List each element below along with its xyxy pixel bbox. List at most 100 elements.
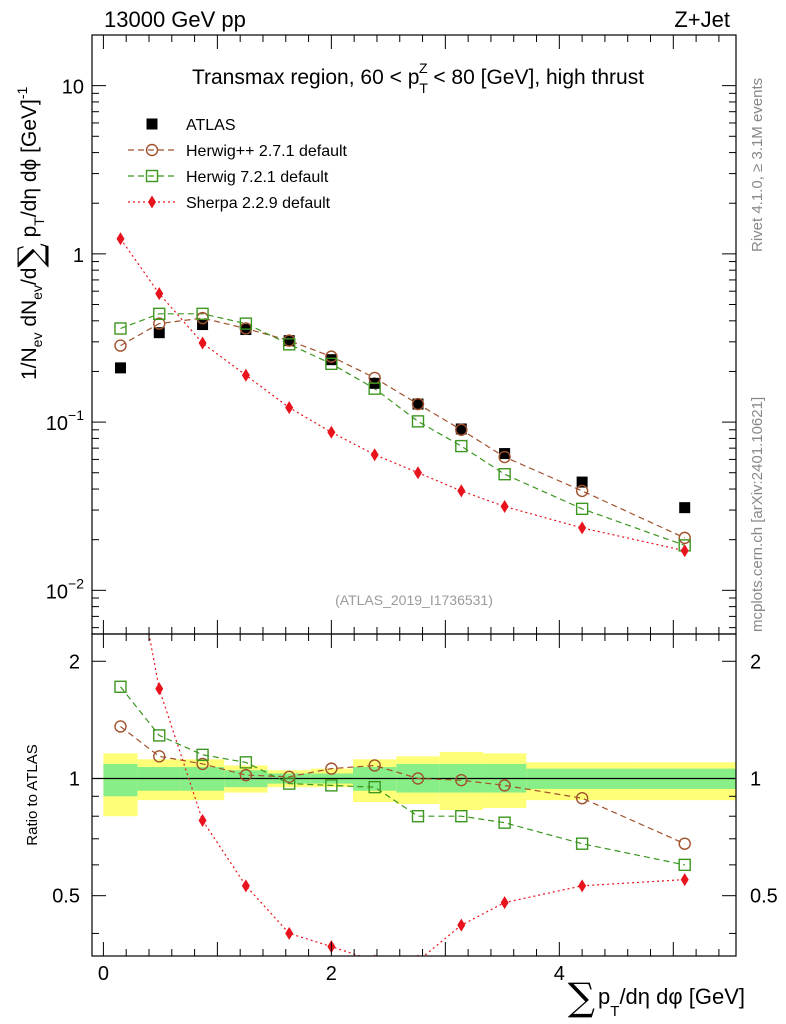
ratio-y-axis-title: Ratio to ATLAS	[24, 744, 41, 845]
ratio-point-sherpa	[680, 873, 689, 887]
main-point-herwigpp	[325, 350, 338, 363]
ratio-point-herwigpp	[114, 720, 127, 733]
main-point-herwig7	[325, 357, 338, 371]
ratio-point-herwigpp	[325, 762, 338, 775]
ratio-point-herwigpp	[575, 791, 589, 805]
ratio-point-sherpa	[116, 475, 124, 488]
ratio-y-tick-label-right: 2	[750, 651, 761, 673]
main-point-atlas	[153, 327, 165, 339]
ratio-point-herwig7	[196, 748, 209, 762]
main-point-atlas	[455, 423, 467, 435]
main-y-tick-label: 10−2	[46, 575, 84, 603]
main-point-herwigpp	[678, 531, 691, 545]
svg-text:1/Nev dNev/d∑ pT/dη dϕ [GeV]-: 1/Nev dNev/d∑ pT/dη dϕ [GeV]-1	[11, 86, 51, 380]
legend-label-atlas: ATLAS	[186, 117, 236, 134]
ratio-point-herwigpp	[368, 759, 381, 772]
ratio-point-herwig7	[114, 680, 127, 693]
main-point-sherpa	[370, 448, 379, 462]
main-point-atlas	[114, 362, 126, 374]
main-series-markers	[114, 232, 691, 558]
main-point-sherpa	[241, 368, 250, 382]
main-point-herwig7	[575, 502, 589, 516]
main-point-atlas	[679, 502, 691, 514]
analysis-watermark: (ATLAS_2019_I1736531)	[335, 592, 493, 608]
main-y-tick-label: 10−1	[46, 407, 84, 435]
legend-marker-sherpa	[148, 195, 156, 209]
main-point-herwig7	[282, 338, 296, 351]
main-point-sherpa	[327, 425, 336, 439]
ratio-y-tick-label-left: 2	[69, 651, 80, 673]
main-point-herwigpp	[153, 317, 166, 330]
x-axis-title: ∑ pT/dη dφ [GeV]	[568, 975, 745, 1020]
ratio-point-herwigpp	[153, 750, 166, 763]
main-line-sherpa	[120, 238, 685, 552]
plot-title: Transmax region, 60 < pTZ < 80 [GeV], hi…	[192, 60, 644, 96]
main-point-herwigpp	[498, 450, 511, 464]
main-series-lines	[120, 238, 685, 552]
ratio-point-herwig7	[455, 810, 468, 823]
main-y-axis-title: 1/Nev dNev/d∑ pT/dη dϕ [GeV]-1	[11, 86, 51, 380]
ratio-point-herwigpp	[282, 770, 296, 783]
ratio-y-tick-label-left: 0.5	[52, 886, 80, 908]
main-point-atlas	[325, 354, 337, 366]
rivet-version-label: Rivet 4.1.0, ≥ 3.1M events	[749, 78, 766, 252]
ratio-point-herwig7	[575, 837, 589, 850]
main-point-herwigpp	[575, 484, 589, 498]
main-point-herwig7	[368, 382, 381, 395]
main-point-sherpa	[116, 232, 125, 246]
ratio-point-herwig7	[282, 777, 296, 790]
ratio-point-herwig7	[325, 779, 338, 792]
ratio-point-herwigpp	[239, 768, 253, 782]
main-y-tick-label: 10	[62, 77, 84, 99]
axis-tick-labels: 10−2 10−1 1 10 0 2 4 0.5 0.5 1 1 2 2	[46, 77, 778, 985]
main-line-herwigpp	[120, 317, 685, 539]
main-point-herwigpp	[114, 339, 127, 352]
main-point-sherpa	[198, 336, 207, 350]
ratio-point-sherpa	[457, 918, 466, 932]
main-y-tick-label: 1	[73, 245, 84, 267]
main-line-herwig7	[120, 313, 685, 546]
ratio-point-herwig7	[368, 780, 381, 794]
ratio-point-sherpa	[241, 879, 250, 893]
ratio-y-tick-label-left: 1	[69, 768, 80, 790]
legend: ATLAS Herwig++ 2.7.1 default Herwig 7.2.…	[128, 117, 348, 212]
legend-label-sherpa: Sherpa 2.2.9 default	[186, 195, 331, 212]
ratio-point-herwigpp	[411, 772, 425, 785]
ratio-point-herwigpp	[498, 779, 511, 792]
ratio-series-markers	[114, 475, 691, 956]
main-point-herwigpp	[411, 397, 425, 411]
main-point-atlas	[499, 448, 511, 460]
ratio-line-herwigpp	[120, 726, 685, 845]
main-point-sherpa	[578, 521, 587, 535]
main-point-sherpa	[680, 544, 689, 558]
ratio-plot-frame	[91, 633, 737, 957]
ratio-band-stat	[103, 763, 138, 797]
ratio-point-sherpa	[155, 682, 164, 696]
legend-label-herwig7: Herwig 7.2.1 default	[186, 169, 329, 186]
ratio-y-tick-label-right: 0.5	[750, 886, 778, 908]
mcplots-label: mcplots.cern.ch [arXiv:2401.10621]	[749, 397, 766, 632]
ratio-series-lines	[120, 634, 685, 956]
main-point-sherpa	[457, 484, 466, 498]
main-point-herwig7	[239, 317, 253, 330]
x-tick-label: 0	[98, 963, 109, 985]
ratio-point-herwig7	[498, 816, 511, 829]
main-point-herwig7	[498, 468, 511, 481]
ratio-point-herwigpp	[678, 837, 691, 850]
main-point-herwig7	[153, 307, 166, 321]
main-point-sherpa	[285, 401, 294, 415]
main-point-atlas	[283, 335, 295, 347]
ratio-point-sherpa	[500, 896, 509, 910]
collision-label: 13000 GeV pp	[104, 7, 246, 32]
main-point-atlas	[412, 398, 424, 410]
legend-marker-herwigpp	[145, 143, 159, 157]
main-point-herwigpp	[455, 423, 468, 436]
x-tick-label: 2	[326, 963, 337, 985]
ratio-y-tick-label-right: 1	[750, 768, 761, 790]
x-tick-label: 4	[554, 963, 565, 985]
main-point-atlas	[197, 319, 209, 331]
ratio-point-herwig7	[411, 810, 425, 823]
ratio-point-herwig7	[678, 858, 691, 872]
main-point-herwig7	[114, 322, 127, 335]
